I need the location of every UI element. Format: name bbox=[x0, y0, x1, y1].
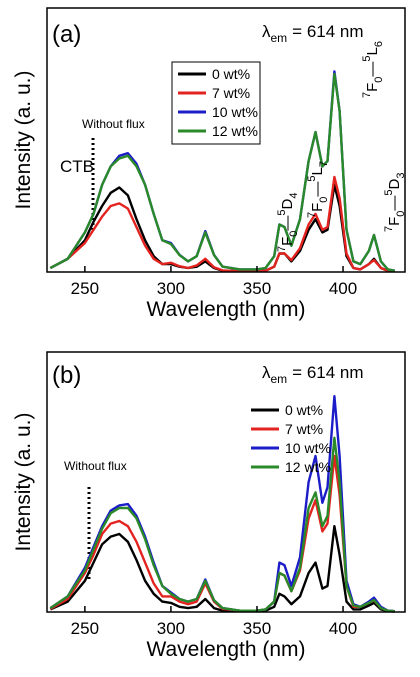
emission-label: λem = 614 nm bbox=[262, 22, 364, 45]
x-tick-label: 400 bbox=[329, 279, 357, 298]
transition-part: 3 bbox=[395, 172, 407, 178]
transition-part: 0 bbox=[288, 231, 300, 237]
transition-part: 4 bbox=[288, 192, 300, 198]
x-tick-label: 300 bbox=[157, 279, 185, 298]
transition-part: — bbox=[279, 216, 296, 231]
transition-part: — bbox=[309, 182, 326, 197]
plot-frame bbox=[46, 351, 406, 613]
transition-label: 7F0—5D3 bbox=[383, 172, 407, 232]
transition-part: D bbox=[386, 178, 403, 189]
transition-part: — bbox=[364, 62, 381, 77]
x-tick-label: 250 bbox=[71, 279, 99, 298]
transition-part: 0 bbox=[373, 77, 385, 83]
transition-label: 7F0—5L6 bbox=[361, 41, 385, 98]
transition-part: 5 bbox=[276, 209, 288, 215]
transition-part: 5 bbox=[383, 189, 395, 195]
annotation: Without flux bbox=[64, 459, 127, 473]
transition-label: 7F0—5L7 bbox=[306, 161, 330, 218]
x-tick-label: 350 bbox=[243, 619, 271, 638]
emission-label: λem = 614 nm bbox=[262, 363, 364, 386]
transition-part: 7 bbox=[276, 246, 288, 252]
transition-part: F bbox=[279, 237, 296, 246]
y-axis-label: Intensity (a. u.) bbox=[12, 71, 35, 210]
transition-part: F bbox=[386, 217, 403, 226]
emission-subscript: em bbox=[271, 372, 288, 386]
y-axis-label: Intensity (a. u.) bbox=[12, 413, 35, 552]
legend-label: 12 wt% bbox=[212, 123, 258, 139]
x-tick-label: 300 bbox=[157, 619, 185, 638]
annotation: Without flux bbox=[82, 117, 145, 131]
x-tick-label: 250 bbox=[71, 619, 99, 638]
transition-part: 5 bbox=[361, 55, 373, 61]
x-axis-label: Wavelength (nm) bbox=[146, 298, 305, 321]
transition-label: 7F0—5D4 bbox=[276, 192, 300, 252]
transition-part: F bbox=[309, 203, 326, 212]
transition-part: — bbox=[386, 196, 403, 211]
transition-part: F bbox=[364, 83, 381, 92]
emission-symbol: λ bbox=[262, 22, 271, 41]
transition-part: 7 bbox=[361, 92, 373, 98]
panel-label: (b) bbox=[52, 362, 81, 389]
transition-part: L bbox=[309, 167, 326, 175]
annotation: CTB bbox=[60, 157, 94, 176]
transition-part: 7 bbox=[383, 226, 395, 232]
legend-label: 12 wt% bbox=[285, 459, 331, 475]
plot-frame bbox=[46, 7, 406, 273]
x-tick-label: 350 bbox=[243, 279, 271, 298]
transition-part: 0 bbox=[395, 211, 407, 217]
transition-part: D bbox=[279, 198, 296, 209]
panel-label: (a) bbox=[52, 21, 81, 48]
legend-label: 0 wt% bbox=[285, 402, 323, 418]
legend-label: 10 wt% bbox=[212, 104, 258, 120]
transition-part: L bbox=[364, 47, 381, 55]
x-tick-label: 400 bbox=[329, 619, 357, 638]
transition-part: 7 bbox=[318, 161, 330, 167]
transition-part: 7 bbox=[306, 212, 318, 218]
legend-label: 10 wt% bbox=[285, 440, 331, 456]
emission-rest: = 614 nm bbox=[292, 22, 363, 41]
emission-symbol: λ bbox=[262, 363, 271, 382]
transition-part: 0 bbox=[318, 197, 330, 203]
legend-label: 7 wt% bbox=[285, 421, 323, 437]
x-axis-label: Wavelength (nm) bbox=[146, 638, 305, 661]
legend-label: 7 wt% bbox=[212, 85, 250, 101]
transition-part: 6 bbox=[373, 41, 385, 47]
emission-subscript: em bbox=[271, 31, 288, 45]
legend-label: 0 wt% bbox=[212, 66, 250, 82]
emission-rest: = 614 nm bbox=[292, 363, 363, 382]
transition-part: 5 bbox=[306, 175, 318, 181]
